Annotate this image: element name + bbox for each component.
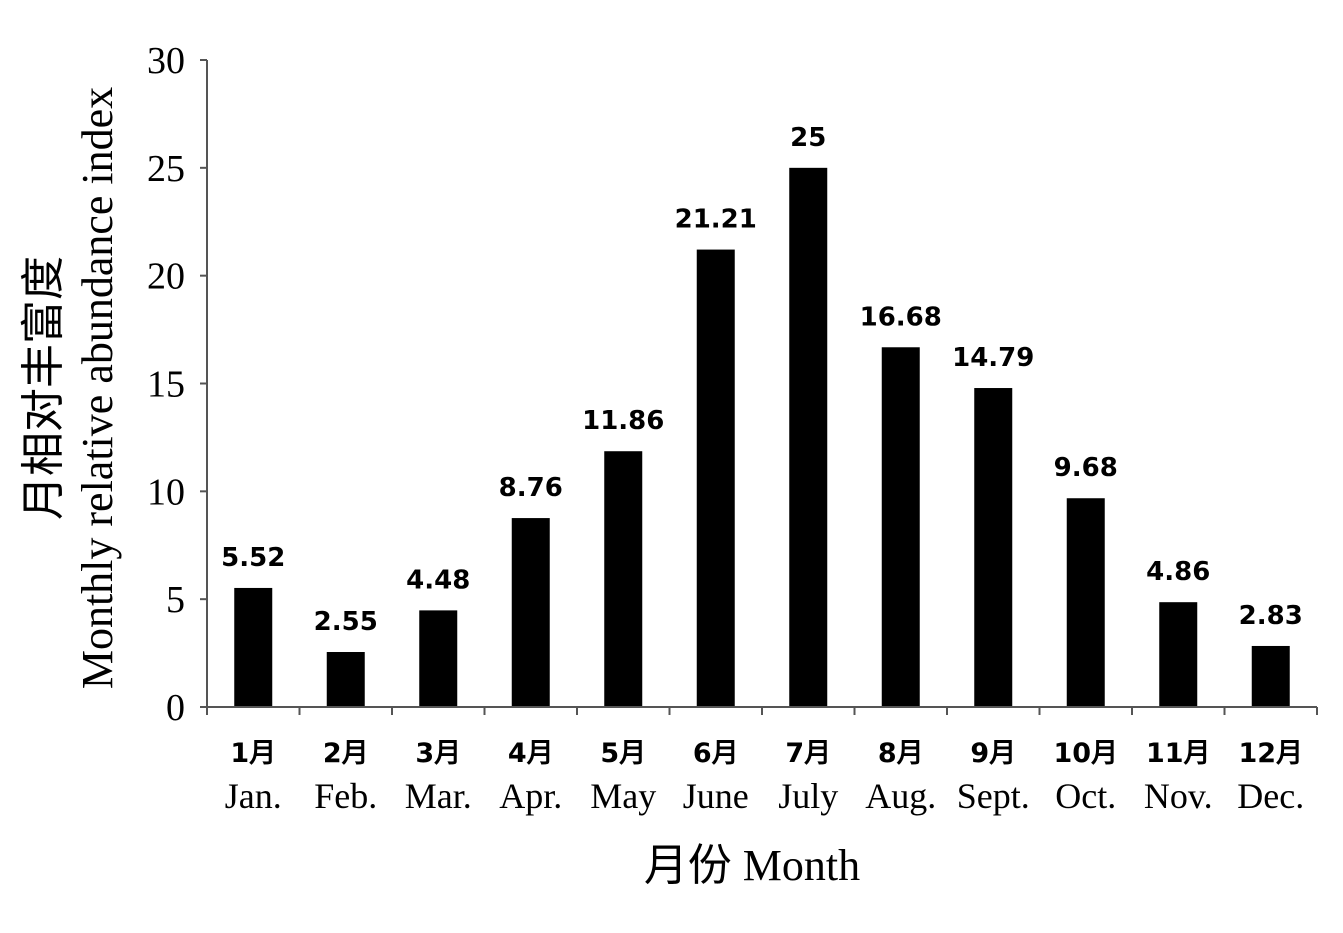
bar xyxy=(234,587,273,707)
x-tick-label-cn: 2月 xyxy=(323,738,369,769)
x-tick-label-en: Apr. xyxy=(499,776,562,816)
data-label: 4.48 xyxy=(406,565,470,595)
x-tick-label-en: Feb. xyxy=(314,776,377,816)
x-tick-label-en: Dec. xyxy=(1237,776,1304,816)
x-tick-label-cn: 3月 xyxy=(415,738,461,769)
data-label: 16.68 xyxy=(860,302,942,332)
x-tick-label-cn: 7月 xyxy=(785,738,831,769)
y-tick-label: 30 xyxy=(147,40,185,82)
x-tick-label-cn: 5月 xyxy=(600,738,646,769)
data-labels: 5.52 2.55 4.48 8.76 11.86 21.21 25 16.68 14.79 9.… xyxy=(221,123,1303,637)
bar xyxy=(419,610,458,707)
bar xyxy=(1066,498,1105,707)
data-label: 8.76 xyxy=(499,473,563,503)
x-tick-label-en: May xyxy=(590,776,656,816)
x-tick-label-cn: 11月 xyxy=(1146,738,1211,769)
data-label: 21.21 xyxy=(675,205,757,235)
bar xyxy=(974,388,1013,707)
bar xyxy=(789,167,828,708)
x-axis-ticks xyxy=(206,707,1318,715)
data-label: 11.86 xyxy=(582,406,664,436)
x-tick-label-en: Mar. xyxy=(405,776,472,816)
bar xyxy=(1251,645,1290,707)
x-tick-label-cn: 9月 xyxy=(970,738,1016,769)
data-label: 14.79 xyxy=(952,343,1034,373)
x-tick-label-en: Jan. xyxy=(225,776,282,816)
x-tick-label-en: Nov. xyxy=(1144,776,1213,816)
x-tick-label-cn: 6月 xyxy=(693,738,739,769)
y-tick-label: 10 xyxy=(147,471,185,513)
x-tick-label-en: Aug. xyxy=(865,776,936,816)
y-tick-label: 0 xyxy=(166,687,185,729)
x-tick-label-cn: 4月 xyxy=(508,738,554,769)
y-tick-label: 25 xyxy=(147,148,185,190)
x-axis-title: 月份 Month xyxy=(644,841,860,890)
y-axis-ticks: 0 5 10 15 20 25 30 xyxy=(147,40,207,729)
x-tick-label-en: June xyxy=(683,776,749,816)
y-axis-title-2: Monthly relative abundance index xyxy=(73,87,122,689)
x-tick-label-cn: 12月 xyxy=(1238,738,1303,769)
x-tick-label-en: Oct. xyxy=(1055,776,1116,816)
data-label: 2.55 xyxy=(314,607,378,637)
y-axis-title-en: Monthly relative abundance index xyxy=(73,87,122,689)
bar xyxy=(881,347,920,707)
x-tick-label-cn: 8月 xyxy=(878,738,924,769)
x-tick-label-en: Sept. xyxy=(957,776,1030,816)
y-axis-title: 月相对丰富度 xyxy=(19,256,68,520)
x-tick-label-cn: 10月 xyxy=(1053,738,1118,769)
data-label: 9.68 xyxy=(1054,453,1118,483)
bars xyxy=(234,167,1290,708)
bar xyxy=(604,451,643,707)
data-label: 25 xyxy=(790,123,826,153)
y-tick-label: 15 xyxy=(147,364,185,406)
x-tick-label-en: July xyxy=(778,776,838,816)
y-tick-label: 5 xyxy=(166,579,185,621)
x-tick-labels: 1月 Jan. 2月 Feb. 3月 Mar. 4月 Apr. 5月 May 6月 June 7月 Jul… xyxy=(225,738,1304,816)
data-label: 2.83 xyxy=(1239,601,1303,631)
y-tick-label: 20 xyxy=(147,256,185,298)
y-axis-title-cn: 月相对丰富度 xyxy=(19,256,68,520)
data-label: 4.86 xyxy=(1146,557,1210,587)
bar xyxy=(326,652,365,707)
bar xyxy=(1159,602,1198,707)
x-tick-label-cn: 1月 xyxy=(230,738,276,769)
data-label: 5.52 xyxy=(221,543,285,573)
bar xyxy=(511,518,550,707)
bar xyxy=(696,249,735,708)
